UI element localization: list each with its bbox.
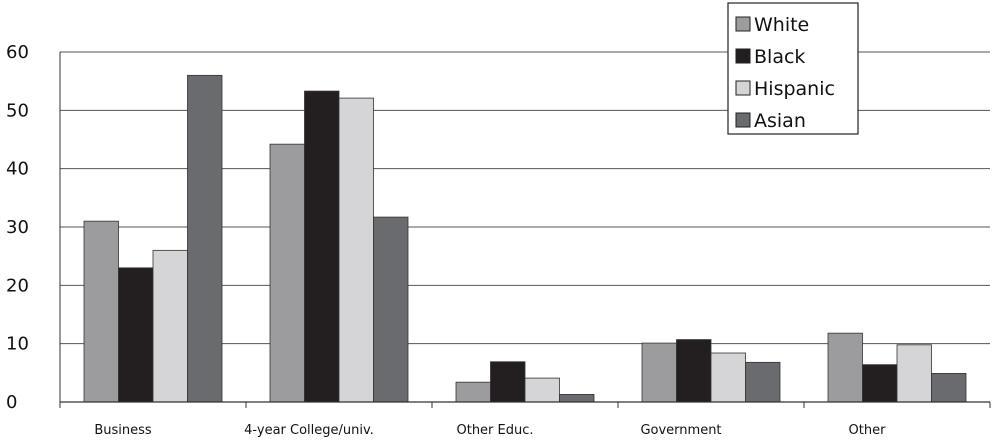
x-category-label: 4-year College/univ. bbox=[244, 423, 374, 438]
bar-white-3 bbox=[641, 342, 677, 403]
bar-asian-3 bbox=[745, 361, 781, 403]
legend-label-hispanic: Hispanic bbox=[754, 78, 835, 100]
bar-white-0 bbox=[83, 220, 119, 403]
bar-asian-1 bbox=[373, 216, 409, 403]
bar-asian-0 bbox=[187, 74, 223, 403]
bars bbox=[83, 74, 967, 403]
bar-hispanic-3 bbox=[710, 352, 746, 403]
y-tick-label: 40 bbox=[6, 159, 29, 180]
legend-swatch-black bbox=[735, 48, 751, 64]
y-tick-label: 60 bbox=[6, 42, 29, 63]
legend-label-black: Black bbox=[754, 46, 805, 68]
y-tick-label: 50 bbox=[6, 100, 29, 121]
x-category-label: Other bbox=[849, 423, 887, 438]
legend-swatch-white bbox=[735, 16, 751, 32]
bar-asian-2 bbox=[559, 394, 595, 403]
legend: White Black Hispanic Asian bbox=[727, 2, 859, 135]
bar-hispanic-4 bbox=[896, 344, 932, 403]
y-tick-label: 10 bbox=[6, 334, 29, 355]
legend-swatch-hispanic bbox=[735, 80, 751, 96]
bar-hispanic-1 bbox=[338, 97, 374, 403]
y-tick-label: 0 bbox=[6, 392, 17, 413]
bar-black-4 bbox=[862, 364, 898, 403]
x-category-label: Government bbox=[640, 423, 721, 438]
bar-black-2 bbox=[490, 361, 526, 403]
bar-hispanic-0 bbox=[152, 249, 188, 403]
x-category-label: Business bbox=[94, 423, 152, 438]
y-tick-label: 20 bbox=[6, 275, 29, 296]
bar-white-2 bbox=[455, 381, 491, 403]
x-category-label: Other Educ. bbox=[456, 423, 533, 438]
bar-hispanic-2 bbox=[524, 377, 560, 403]
x-axis bbox=[59, 52, 991, 408]
legend-label-asian: Asian bbox=[754, 110, 806, 132]
y-tick-label: 30 bbox=[6, 217, 29, 238]
bar-white-4 bbox=[827, 332, 863, 403]
bar-black-1 bbox=[304, 90, 340, 403]
legend-label-white: White bbox=[754, 14, 809, 36]
x-axis-labels: Business 4-year College/univ. Other Educ. G… bbox=[94, 423, 886, 438]
y-axis-ticks: 0 10 20 30 40 50 60 bbox=[6, 42, 29, 413]
bar-white-1 bbox=[269, 143, 305, 403]
legend-swatch-asian bbox=[735, 112, 751, 128]
bar-black-3 bbox=[676, 339, 712, 403]
bar-black-0 bbox=[118, 267, 154, 403]
bar-asian-4 bbox=[931, 373, 967, 403]
